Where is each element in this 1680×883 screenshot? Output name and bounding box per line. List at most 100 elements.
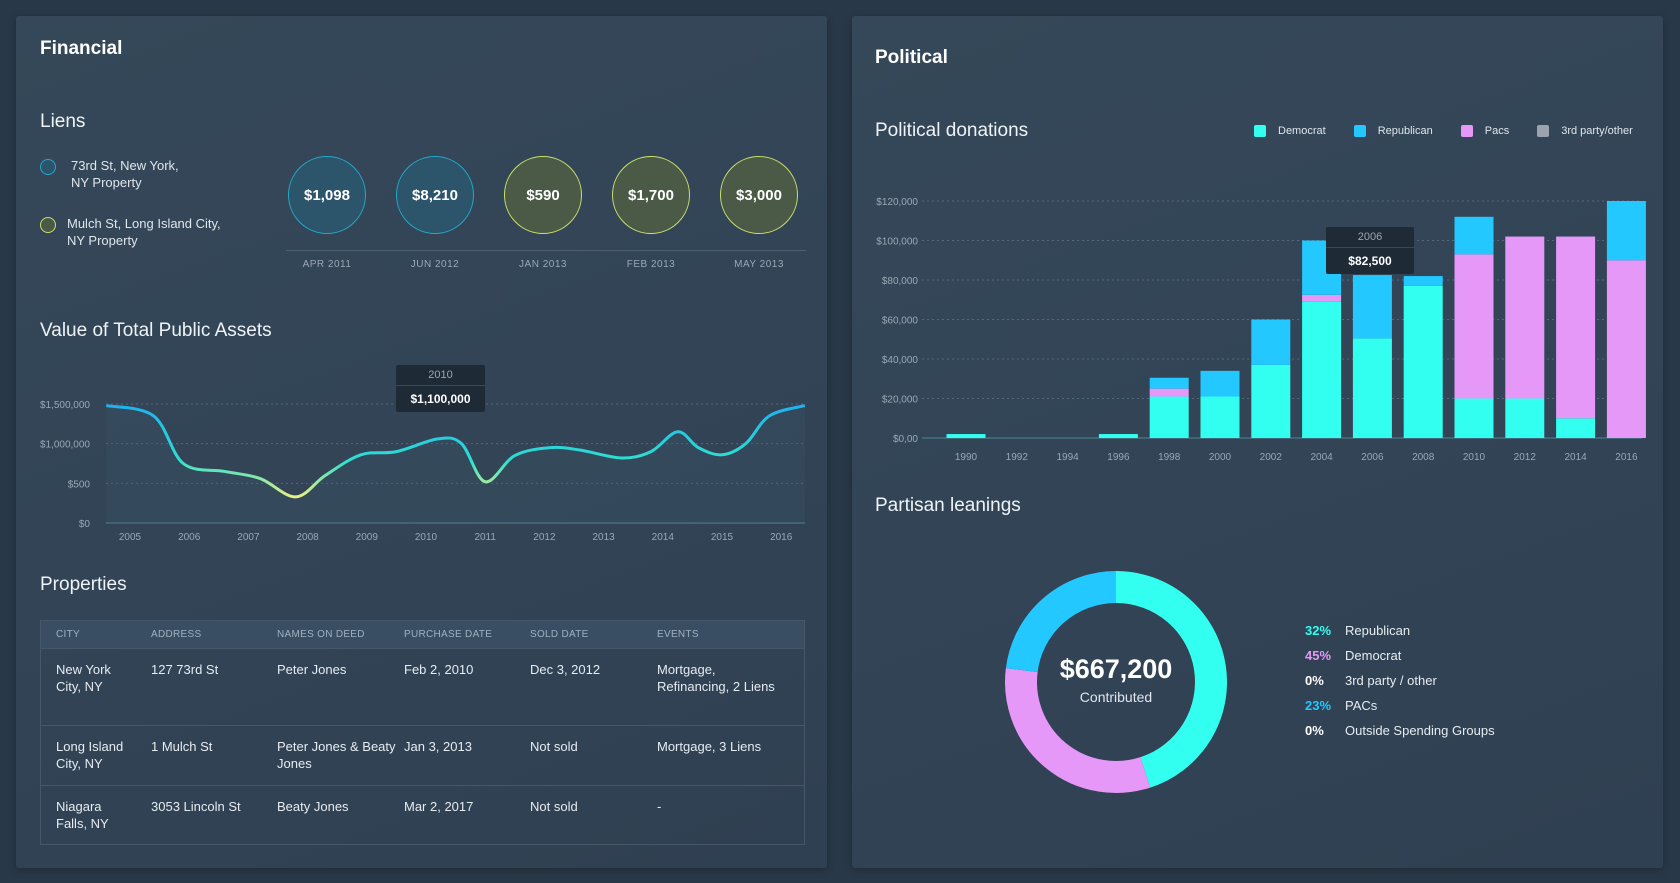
bar-democrat-2010[interactable] [1454,398,1494,439]
table-cell: Feb 2, 2010 [404,647,530,725]
bar-democrat-2012[interactable] [1505,398,1545,439]
bar-pacs-2016[interactable] [1606,260,1646,438]
column-header: CITY [41,621,151,648]
bar-pacs-2010[interactable] [1454,254,1494,399]
bar-democrat-2006[interactable] [1352,338,1392,438]
table-cell: Peter Jones & Beaty Jones [277,724,404,785]
political-title: Political [875,47,948,68]
table-cell: Mortgage, Refinancing, 2 Liens [657,647,804,725]
bar-republican-1998[interactable] [1149,377,1189,389]
tooltip-value: $1,100,000 [410,392,471,406]
legend-swatch-icon [1537,125,1550,137]
y-tick-label: $40,000 [882,355,919,366]
lien-amount-bubble[interactable]: $8,210 [396,156,474,234]
partisan-legend: 32% Republican 45% Democrat 0% 3rd party / ot… [1305,618,1495,743]
column-header: NAMES ON DEED [277,621,404,648]
lien-legend-item: 73rd St, New York, NY Property [71,157,179,191]
x-tick-label: 1990 [955,452,978,463]
donut-segment[interactable] [1005,668,1151,793]
partisan-label: Republican [1345,623,1411,638]
x-tick-label: 2008 [296,532,319,543]
bar-democrat-1998[interactable] [1149,396,1189,438]
y-tick-label: $120,000 [876,197,918,208]
table-cell: - [657,784,804,844]
x-tick-label: 1998 [1158,452,1181,463]
donut-segment[interactable] [1115,571,1227,788]
liens-axis-line [286,250,806,251]
partisan-legend-item: 32% Republican [1305,618,1495,643]
bar-democrat-1996[interactable] [1098,434,1138,438]
donut-segment[interactable] [1005,571,1117,673]
bar-pacs-1998[interactable] [1149,388,1189,397]
bar-republican-2008[interactable] [1403,276,1443,286]
y-tick-label: $80,000 [882,276,919,287]
y-tick-label: $500 [68,479,91,490]
lien-amount-bubble[interactable]: $1,700 [612,156,690,234]
x-tick-label: 2005 [119,532,142,543]
x-tick-label: 2006 [1361,452,1384,463]
financial-title: Financial [40,38,123,59]
bar-democrat-2004[interactable] [1302,301,1342,438]
donut-total-label: Contributed [1079,689,1153,705]
lien-date-label: APR 2011 [302,259,352,270]
lien-date-label: JAN 2013 [519,259,567,270]
x-tick-label: 2012 [533,532,556,543]
partisan-legend-item: 45% Democrat [1305,643,1495,668]
legend-item[interactable]: Pacs [1460,125,1510,137]
table-cell: 1 Mulch St [151,724,277,785]
donut-total: $667,200 [1059,654,1173,684]
lien-amount-bubble[interactable]: $1,098 [288,156,366,234]
table-cell: Beaty Jones [277,784,404,844]
x-tick-label: 2015 [711,532,734,543]
bar-democrat-1990[interactable] [946,434,986,438]
tooltip-year: 2006 [1326,227,1414,248]
bar-democrat-2014[interactable] [1556,418,1596,438]
bar-pacs-2012[interactable] [1505,236,1545,399]
x-tick-label: 2010 [415,532,438,543]
x-tick-label: 2009 [356,532,379,543]
table-cell: New York City, NY [41,647,151,725]
legend-label: Pacs [1484,125,1510,137]
bar-republican-2010[interactable] [1454,216,1494,255]
legend-swatch-icon [1353,125,1366,137]
bar-democrat-2002[interactable] [1251,364,1291,438]
lien-amount-bubble[interactable]: $3,000 [720,156,798,234]
x-tick-label: 1994 [1056,452,1079,463]
legend-item[interactable]: Republican [1353,125,1433,137]
tooltip-year: 2010 [396,365,485,386]
bar-democrat-2000[interactable] [1200,396,1240,438]
partisan-title: Partisan leanings [875,495,1021,516]
bar-republican-2000[interactable] [1200,370,1240,397]
partisan-donut-chart [1005,571,1227,793]
donations-bar-chart: $0,00 $20,000 $40,000 $60,000 $80,000 $100,00… [876,197,1646,463]
bar-republican-2006[interactable] [1352,275,1392,339]
table-cell: Dec 3, 2012 [530,647,657,725]
financial-panel: Financial Liens 73rd St, New York, NY Pro… [16,16,827,868]
partisan-pct: 32% [1305,623,1332,638]
lien-amount-bubble[interactable]: $590 [504,156,582,234]
x-tick-label: 2000 [1209,452,1232,463]
column-header: SOLD DATE [530,621,657,648]
table-cell: Jan 3, 2013 [404,724,530,785]
lien-date-label: JUN 2012 [410,259,460,270]
bar-pacs-2014[interactable] [1556,236,1596,419]
bar-democrat-2008[interactable] [1403,285,1443,438]
column-header: ADDRESS [151,621,277,648]
y-tick-label: $0 [79,519,91,530]
table-row: Niagara Falls, NY 3053 Lincoln St Beaty Jo… [41,784,804,844]
lien-legend-dot-icon [40,159,56,175]
line-area [106,405,805,523]
y-tick-label: $60,000 [882,316,919,327]
x-tick-label: 2014 [652,532,675,543]
table-cell: Peter Jones [277,647,404,725]
legend-item[interactable]: Democrat [1254,125,1326,137]
bar-republican-2016[interactable] [1606,201,1646,261]
bar-pacs-2004[interactable] [1302,294,1342,302]
table-cell: 3053 Lincoln St [151,784,277,844]
properties-table: CITY ADDRESS NAMES ON DEED PURCHASE DATE SOL… [40,620,805,845]
bar-republican-2002[interactable] [1251,319,1291,365]
x-tick-label: 2006 [178,532,201,543]
legend-item[interactable]: 3rd party/other [1537,125,1633,137]
assets-tooltip: 2010 $1,100,000 [396,365,485,412]
legend-label: Republican [1377,125,1433,137]
